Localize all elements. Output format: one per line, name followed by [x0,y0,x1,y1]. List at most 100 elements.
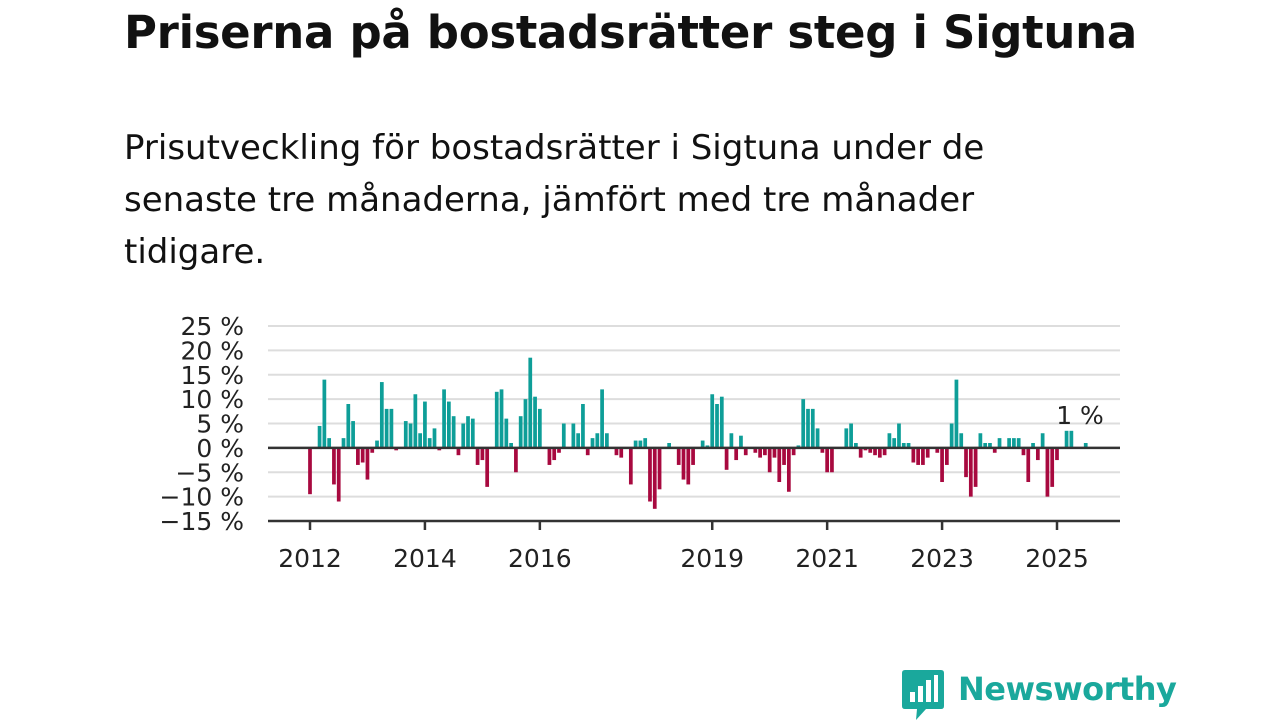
bar[interactable] [901,443,906,448]
bar[interactable] [470,418,475,448]
bar[interactable] [379,382,384,448]
bar[interactable] [954,379,959,448]
bar[interactable] [791,447,796,456]
bar[interactable] [432,428,437,448]
bar[interactable] [810,408,815,448]
bar[interactable] [988,443,992,448]
bar[interactable] [595,433,600,448]
bar[interactable] [743,447,748,456]
bar[interactable] [997,438,1002,448]
bar[interactable] [820,447,825,453]
bar[interactable] [724,447,729,470]
bar[interactable] [408,423,413,448]
bar[interactable] [1069,430,1074,448]
bar[interactable] [758,447,762,458]
bar[interactable] [657,447,662,490]
bar[interactable] [911,447,916,463]
bar[interactable] [892,438,897,448]
bar[interactable] [700,440,705,448]
bar[interactable] [585,447,590,456]
bar[interactable] [322,379,327,448]
bar[interactable] [475,447,480,465]
bar[interactable] [375,440,379,448]
bar[interactable] [868,447,873,453]
bar[interactable] [528,357,533,448]
bar[interactable] [786,447,791,492]
bar[interactable] [590,438,595,448]
bar[interactable] [643,438,648,448]
bar[interactable] [504,418,509,448]
bar[interactable] [897,423,901,448]
bar[interactable] [782,447,786,465]
bar[interactable] [772,447,777,458]
bar[interactable] [547,447,552,465]
bar[interactable] [801,399,806,448]
bar[interactable] [356,447,360,465]
bar[interactable] [346,404,351,448]
bar[interactable] [499,389,504,448]
bar[interactable] [427,438,432,448]
bar[interactable] [949,423,954,448]
bar[interactable] [1064,430,1069,448]
bar[interactable] [456,447,461,456]
bar[interactable] [523,399,528,448]
bar[interactable] [1040,433,1045,448]
bar[interactable] [983,443,988,448]
bar[interactable] [451,416,456,448]
bar[interactable] [557,447,561,453]
bar[interactable] [332,447,336,485]
bar[interactable] [365,447,370,480]
bar[interactable] [308,447,312,495]
bar[interactable] [494,391,499,448]
bar[interactable] [600,389,604,448]
bar[interactable] [715,404,719,448]
bar[interactable] [413,394,418,448]
bar[interactable] [849,423,853,448]
bar[interactable] [964,447,968,478]
bar[interactable] [729,433,734,448]
bar[interactable] [667,443,671,448]
bar[interactable] [686,447,691,485]
bar[interactable] [552,447,557,461]
bar[interactable] [873,447,877,456]
bar[interactable] [739,435,743,448]
bar[interactable] [461,423,466,448]
bar[interactable] [576,433,581,448]
bar[interactable] [777,447,782,483]
bar[interactable] [887,433,892,448]
bar[interactable] [351,421,355,448]
bar[interactable] [945,447,949,465]
bar[interactable] [370,447,375,453]
bar[interactable] [403,421,408,448]
bar[interactable] [648,447,652,502]
bar[interactable] [691,447,695,465]
bar[interactable] [360,447,365,463]
bar[interactable] [518,416,523,448]
bar[interactable] [882,447,887,456]
bar[interactable] [327,438,332,448]
bar[interactable] [940,447,944,483]
bar[interactable] [844,428,849,448]
bar[interactable] [916,447,920,465]
bar[interactable] [676,447,681,465]
bar[interactable] [581,404,585,448]
bar[interactable] [767,447,772,473]
bar[interactable] [341,438,346,448]
bar[interactable] [1050,447,1055,487]
bar[interactable] [906,443,911,448]
bar[interactable] [480,447,485,461]
bar[interactable] [485,447,490,487]
bar[interactable] [992,447,997,453]
bar[interactable] [806,408,810,448]
bar[interactable] [854,443,858,448]
bar[interactable] [561,423,566,448]
bar[interactable] [619,447,624,458]
bar[interactable] [935,447,940,453]
bar[interactable] [877,447,882,458]
bar[interactable] [605,433,609,448]
bar[interactable] [571,423,576,448]
bar[interactable] [815,428,820,448]
bar[interactable] [652,447,657,509]
bar[interactable] [681,447,686,480]
bar[interactable] [1012,438,1016,448]
